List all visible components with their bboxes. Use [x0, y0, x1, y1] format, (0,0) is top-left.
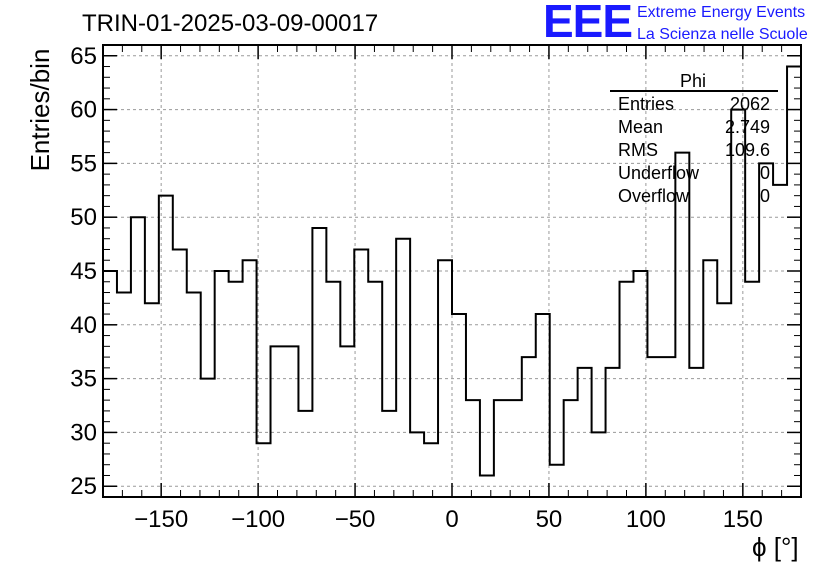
y-tick-label: 65 [70, 43, 97, 70]
stats-label: Entries [618, 94, 675, 114]
y-tick-label: 25 [70, 473, 97, 500]
stats-title: Phi [680, 71, 707, 91]
x-tick-label: 100 [626, 506, 666, 533]
logo-line-2: La Scienza nelle Scuole [637, 26, 808, 43]
x-tick-label: −150 [134, 506, 188, 533]
stats-row: Underflow 0 [618, 163, 778, 185]
eee-logo: EEE [543, 0, 633, 47]
stats-label: Underflow [618, 163, 700, 183]
chart-title: TRIN-01-2025-03-09-00017 [82, 10, 379, 37]
y-tick-label: 35 [70, 366, 97, 393]
stats-divider [610, 90, 778, 92]
stats-row: RMS 109.6 [618, 140, 778, 162]
y-tick-label: 40 [70, 312, 97, 339]
stats-value: 0 [759, 186, 770, 206]
stats-label: Mean [618, 117, 664, 137]
stats-label: RMS [618, 140, 658, 160]
y-axis-label: Entries/bin [25, 48, 55, 172]
x-tick-label: 150 [723, 506, 763, 533]
y-tick-label: 60 [70, 97, 97, 124]
stats-row: Mean 2.749 [618, 117, 778, 139]
histogram-line [103, 65, 801, 477]
logo-line-1: Extreme Energy Events [637, 4, 806, 21]
y-tick-label: 30 [70, 419, 97, 446]
x-tick-label: −100 [231, 506, 285, 533]
axis-ticks: −150 −100 −50 0 50 100 150 25 30 35 40 45 50 55 60 65 [70, 43, 802, 533]
stats-label: Overflow [618, 186, 690, 206]
stats-value: 0 [759, 163, 770, 183]
stats-row: Overflow 0 [618, 186, 778, 208]
stats-row: Entries 2062 [618, 94, 778, 116]
x-axis-label: ϕ [°] [752, 532, 799, 562]
x-tick-label: 50 [536, 506, 563, 533]
x-tick-label: 0 [445, 506, 458, 533]
x-tick-label: −50 [335, 506, 376, 533]
y-tick-label: 45 [70, 258, 97, 285]
y-tick-label: 55 [70, 150, 97, 177]
y-tick-label: 50 [70, 204, 97, 231]
stats-value: 109.6 [724, 140, 770, 160]
stats-value: 2062 [729, 94, 770, 114]
stats-value: 2.749 [724, 117, 770, 137]
